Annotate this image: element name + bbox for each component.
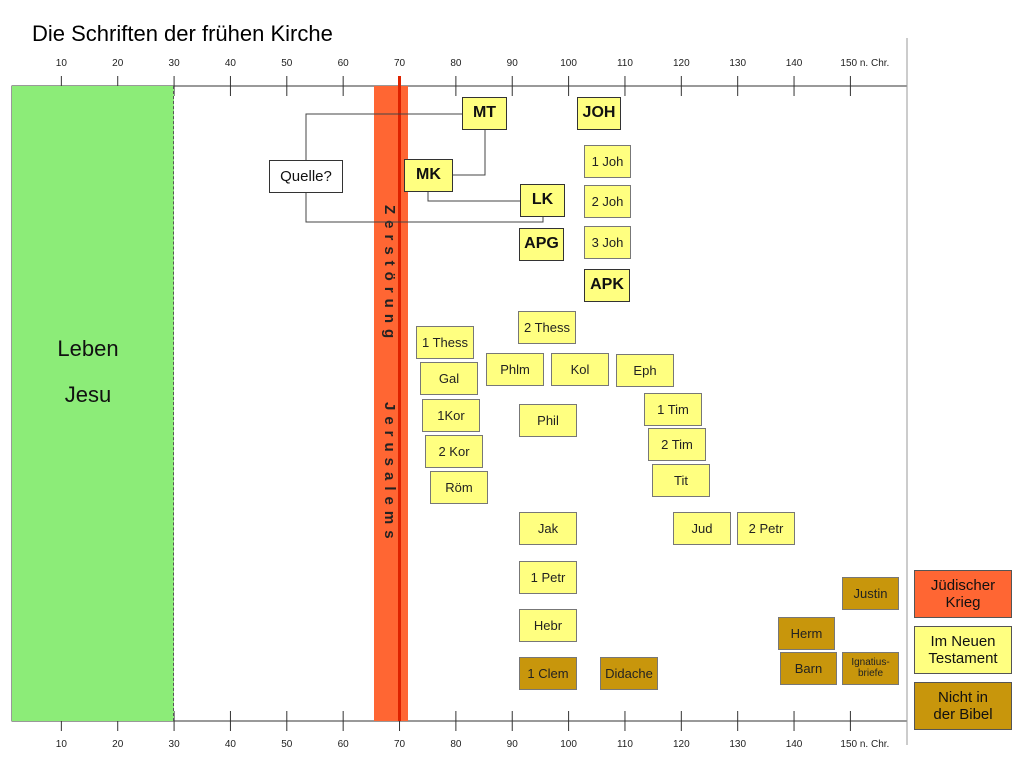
tick-label-top-50: 50 [281, 58, 293, 69]
legend-krieg-line-2: Krieg [945, 594, 981, 611]
legend-nb-line-1: Nicht in [937, 688, 989, 706]
legend-nt-line-2: Testament [928, 650, 998, 667]
tick-label-bottom-150: 150 n. Chr. [840, 739, 889, 750]
tick-label-top-140: 140 [786, 58, 803, 69]
tick-label-top-30: 30 [169, 58, 181, 69]
writing-barn: Barn [780, 652, 837, 685]
legend-juedischer-krieg: Jüdischer Krieg [914, 570, 1012, 618]
writing-mk: MK [404, 159, 453, 192]
writing-2-tim: 2 Tim [648, 428, 706, 461]
leben-jesu-dashed-border [173, 86, 174, 721]
tick-label-bottom-90: 90 [507, 739, 519, 750]
tick-label-top-10: 10 [56, 58, 68, 69]
writing-1-tim: 1 Tim [644, 393, 702, 426]
writing-herm: Herm [778, 617, 835, 650]
legend-krieg-line-1: Jüdischer [930, 576, 996, 594]
ignatiusbriefe-line-2: briefe [857, 667, 883, 679]
legend-im-neuen-testament: Im Neuen Testament [914, 626, 1012, 674]
tick-label-bottom-140: 140 [786, 739, 803, 750]
writing-1-thess: 1 Thess [416, 326, 474, 359]
writing-3-joh: 3 Joh [584, 226, 631, 259]
tick-label-top-90: 90 [507, 58, 519, 69]
tick-label-bottom-50: 50 [281, 739, 293, 750]
writing-1-joh: 1 Joh [584, 145, 631, 178]
writing-jak: Jak [519, 512, 577, 545]
legend-nicht-in-der-bibel: Nicht in der Bibel [914, 682, 1012, 730]
legend-nt-line-1: Im Neuen [930, 632, 996, 650]
axis-bottom: 10 20 30 40 50 60 70 80 90 100 110 120 130 140 150 n. … [56, 711, 889, 750]
leben-jesu-period [12, 86, 174, 721]
tick-label-top-150: 150 n. Chr. [840, 58, 889, 69]
tick-label-top-100: 100 [560, 58, 577, 69]
writing-eph: Eph [616, 354, 674, 387]
writing-gal: Gal [420, 362, 478, 395]
axis-top: 10 20 30 40 50 60 70 80 90 100 110 120 130 140 150 n. … [56, 58, 889, 96]
writing-didache: Didache [600, 657, 658, 690]
tick-label-top-110: 110 [617, 58, 633, 69]
legend-nb-line-2: der Bibel [933, 706, 993, 723]
writing-tit: Tit [652, 464, 710, 497]
writing-apk: APK [584, 269, 630, 302]
tick-label-top-70: 70 [394, 58, 406, 69]
writing-jud: Jud [673, 512, 731, 545]
tick-label-bottom-40: 40 [225, 739, 237, 750]
connector-quelle-lk [305, 192, 544, 223]
tick-label-top-20: 20 [112, 58, 124, 69]
writing-justin: Justin [842, 577, 899, 610]
zerstoerung-year-line [398, 76, 401, 721]
writing-2-thess: 2 Thess [518, 311, 576, 344]
writing-lk: LK [520, 184, 565, 217]
writing-1-kor: 1Kor [422, 399, 480, 432]
tick-label-bottom-130: 130 [729, 739, 746, 750]
zerstoerung-label-2: Jerusalems [381, 402, 398, 545]
connector-mk-lk [427, 192, 520, 202]
writing-phlm: Phlm [486, 353, 544, 386]
ignatiusbriefe-line-1: Ignatius- [851, 657, 890, 668]
tick-label-bottom-10: 10 [56, 739, 68, 750]
leben-jesu-label-1: Leben [57, 336, 119, 361]
tick-label-top-120: 120 [673, 58, 690, 69]
writing-apg: APG [519, 228, 564, 261]
tick-label-top-40: 40 [225, 58, 237, 69]
writing-hebr: Hebr [519, 609, 577, 642]
tick-label-bottom-100: 100 [560, 739, 577, 750]
tick-label-bottom-60: 60 [338, 739, 350, 750]
tick-label-bottom-30: 30 [169, 739, 181, 750]
connector-mt-mk [453, 130, 486, 176]
writing-roem: Röm [430, 471, 488, 504]
writing-quelle: Quelle? [269, 160, 343, 193]
writing-2-petr: 2 Petr [737, 512, 795, 545]
page-title: Die Schriften der frühen Kirche [32, 21, 333, 46]
tick-label-bottom-70: 70 [394, 739, 406, 750]
writing-phil: Phil [519, 404, 577, 437]
writing-joh: JOH [577, 97, 621, 130]
tick-label-bottom-80: 80 [450, 739, 462, 750]
zerstoerung-label-1: Zerstörung [381, 205, 398, 345]
writing-mt: MT [462, 97, 507, 130]
tick-label-top-80: 80 [450, 58, 462, 69]
tick-label-bottom-110: 110 [617, 739, 633, 750]
tick-label-top-60: 60 [338, 58, 350, 69]
writing-1-clem: 1 Clem [519, 657, 577, 690]
writing-1-petr: 1 Petr [519, 561, 577, 594]
writing-ignatiusbriefe: Ignatius- briefe [842, 652, 899, 685]
tick-label-bottom-20: 20 [112, 739, 124, 750]
writing-2-joh: 2 Joh [584, 185, 631, 218]
leben-jesu-label-2: Jesu [64, 382, 112, 407]
zerstoerung-band [374, 86, 408, 721]
tick-label-bottom-120: 120 [673, 739, 690, 750]
writing-kol: Kol [551, 353, 609, 386]
tick-label-top-130: 130 [729, 58, 746, 69]
writing-2-kor: 2 Kor [425, 435, 483, 468]
